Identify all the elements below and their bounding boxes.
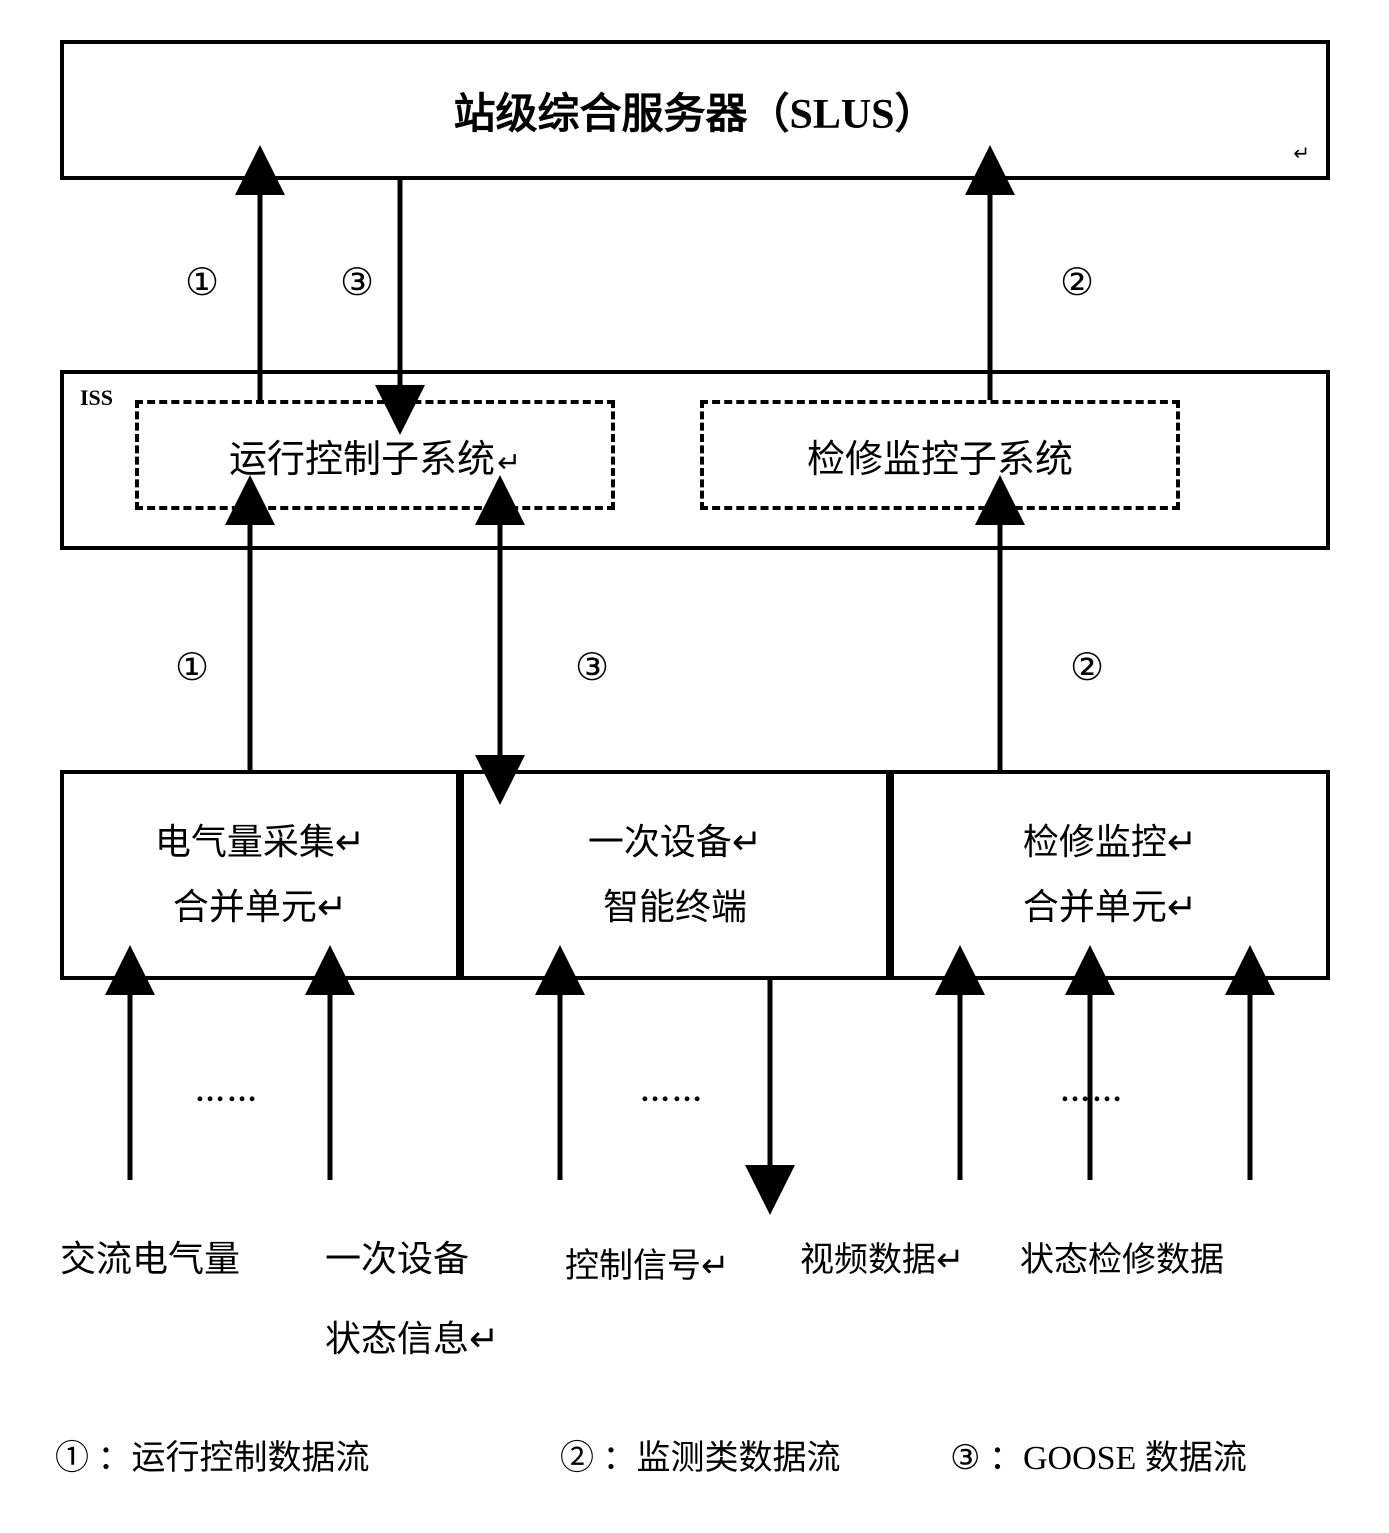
legend-2: ② ：监测类数据流 <box>560 1430 841 1479</box>
legend-1: ① ：运行控制数据流 <box>55 1430 370 1479</box>
src-state-maint: 状态检修数据 <box>1020 1232 1224 1281</box>
dots-3: …… <box>1060 1075 1124 1109</box>
arrow-label-mid-3: ③ <box>575 645 609 690</box>
dots-2: …… <box>640 1075 704 1109</box>
return-glyph: ↵ <box>1293 141 1310 166</box>
arrow-label-top-1: ① <box>185 260 219 305</box>
arrow-label-top-3: ③ <box>340 260 374 305</box>
src-ctrl: 控制信号↵ <box>565 1238 730 1287</box>
src-status-info: 状态信息↵ <box>325 1310 499 1362</box>
iss-tag: ISS <box>80 385 113 411</box>
slus-label: 站级综合服务器（SLUS） <box>453 80 936 141</box>
elec-merge-label: 电气量采集↵ 合并单元↵ <box>155 810 365 940</box>
dots-1: …… <box>195 1075 259 1109</box>
maint-mon-box: 检修监控子系统 <box>700 400 1180 510</box>
arrow-label-mid-2: ② <box>1070 645 1104 690</box>
arrows-layer <box>0 0 1389 1533</box>
run-ctrl-label: 运行控制子系统↵ <box>229 428 521 483</box>
legend-3: ③ ：GOOSE 数据流 <box>950 1430 1247 1479</box>
primary-term-box: 一次设备↵ 智能终端 <box>460 770 890 980</box>
elec-merge-box: 电气量采集↵ 合并单元↵ <box>60 770 460 980</box>
src-video: 视频数据↵ <box>800 1232 965 1281</box>
run-ctrl-box: 运行控制子系统↵ <box>135 400 615 510</box>
maint-mon-label: 检修监控子系统 <box>807 428 1073 483</box>
maint-merge-label: 检修监控↵ 合并单元↵ <box>1023 810 1197 940</box>
arrow-label-mid-1: ① <box>175 645 209 690</box>
arrow-label-top-2: ② <box>1060 260 1094 305</box>
src-primary: 一次设备 <box>325 1230 469 1282</box>
primary-term-label: 一次设备↵ 智能终端 <box>588 810 762 940</box>
src-ac: 交流电气量 <box>60 1230 240 1282</box>
maint-merge-box: 检修监控↵ 合并单元↵ <box>890 770 1330 980</box>
slus-box: 站级综合服务器（SLUS） ↵ <box>60 40 1330 180</box>
